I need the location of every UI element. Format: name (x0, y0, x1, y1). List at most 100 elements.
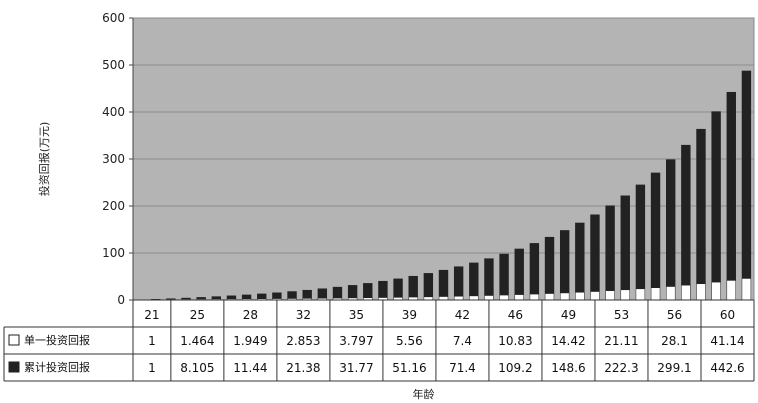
bar-cumulative-return (635, 184, 646, 300)
table-cell-value: 5.56 (396, 334, 423, 348)
bar-cumulative-return (272, 292, 282, 300)
table-cell-value: 31.77 (339, 361, 373, 375)
bar-single-return (363, 298, 372, 300)
bar-cumulative-return (453, 266, 464, 300)
table-cell-value: 11.44 (233, 361, 267, 375)
y-tick-label: 0 (117, 293, 125, 307)
legend-label: 单一投资回报 (24, 333, 90, 347)
y-tick-label: 500 (102, 58, 125, 72)
legend-swatch (8, 361, 20, 373)
bar-single-return (484, 295, 494, 300)
x-tick-label: 21 (144, 308, 159, 322)
y-tick-label: 100 (102, 246, 125, 260)
table-cell-value: 1.464 (180, 334, 214, 348)
table-cell-value: 28.1 (661, 334, 688, 348)
legend-swatch (8, 334, 20, 346)
x-tick-label: 39 (402, 308, 417, 322)
bar-single-return (454, 296, 463, 300)
table-cell-value: 2.853 (286, 334, 320, 348)
bar-single-return (621, 290, 630, 300)
bar-single-return (439, 296, 448, 300)
bar-single-return (530, 294, 539, 300)
bar-single-return (272, 298, 282, 300)
bar-cumulative-return (347, 285, 358, 300)
table-cell-value: 7.4 (453, 334, 472, 348)
bar-cumulative-return (741, 70, 752, 300)
bar-cumulative-return (529, 243, 540, 300)
table-cell-value: 10.83 (498, 334, 532, 348)
bar-cumulative-return (393, 278, 403, 300)
bar-single-return (560, 293, 569, 300)
bar-cumulative-return (166, 298, 176, 300)
bar-single-return (378, 297, 388, 300)
bar-cumulative-return (590, 214, 600, 300)
x-tick-label: 28 (243, 308, 258, 322)
bar-single-return (318, 298, 327, 300)
bar-single-return (711, 282, 721, 300)
bar-cumulative-return (681, 144, 691, 300)
table-cell-value: 299.1 (657, 361, 691, 375)
bar-single-return (469, 296, 478, 300)
bar-cumulative-return (423, 273, 434, 300)
bar-cumulative-return (726, 91, 736, 300)
bar-cumulative-return (711, 111, 721, 300)
bar-single-return (515, 294, 524, 300)
bar-single-return (409, 297, 418, 300)
bar-cumulative-return (211, 296, 222, 300)
bar-single-return (742, 278, 751, 300)
bar-cumulative-return (559, 230, 570, 300)
bar-cumulative-return (665, 159, 676, 300)
bar-single-return (666, 286, 675, 300)
bar-cumulative-return (378, 280, 388, 300)
table-cell-value: 109.2 (498, 361, 532, 375)
table-cell-value: 442.6 (710, 361, 744, 375)
table-cell-value: 148.6 (551, 361, 585, 375)
bar-cumulative-return (575, 222, 585, 300)
y-tick-label: 200 (102, 199, 125, 213)
bar-single-return (651, 287, 660, 300)
bar-single-return (727, 280, 736, 300)
bar-cumulative-return (696, 128, 706, 300)
bar-single-return (287, 298, 297, 300)
bar-single-return (575, 292, 585, 300)
table-cell-value: 51.16 (392, 361, 426, 375)
bar-cumulative-return (363, 283, 373, 300)
x-tick-label: 42 (455, 308, 470, 322)
bar-cumulative-return (469, 262, 479, 300)
table-cell-value: 1 (148, 334, 156, 348)
x-tick-label: 56 (667, 308, 682, 322)
table-cell-value: 21.11 (604, 334, 638, 348)
table-cell-value: 3.797 (339, 334, 373, 348)
bar-cumulative-return (499, 253, 509, 300)
bar-cumulative-return (484, 258, 494, 300)
legend-label: 累计投资回报 (24, 360, 90, 374)
bar-single-return (257, 298, 266, 300)
bar-cumulative-return (438, 269, 449, 300)
bar-cumulative-return (287, 291, 297, 300)
data-table: 21 25 28 32 35 39 42 46 49 53 56 60 单一投资回报 1 1.464 1.94… (3, 299, 755, 382)
table-cell-value: 1.949 (233, 334, 267, 348)
bar-cumulative-return (181, 297, 191, 300)
x-tick-label: 25 (190, 308, 205, 322)
bar-cumulative-return (514, 248, 524, 300)
table-cell-value: 21.38 (286, 361, 320, 375)
y-tick-label: 600 (102, 11, 125, 25)
bar-single-return (590, 291, 600, 300)
x-tick-label: 32 (296, 308, 311, 322)
y-axis: 0 100 200 300 400 500 600 (102, 11, 134, 307)
bar-single-return (696, 284, 706, 300)
bar-cumulative-return (544, 236, 555, 300)
x-tick-label: 46 (508, 308, 523, 322)
table-cell-value: 71.4 (449, 361, 476, 375)
table-cell-value: 8.105 (180, 361, 214, 375)
y-tick-label: 400 (102, 105, 125, 119)
x-tick-label: 60 (720, 308, 735, 322)
bar-cumulative-return (257, 293, 267, 300)
x-axis-title: 年龄 (413, 387, 435, 401)
gridlines (133, 17, 754, 254)
bar-single-return (499, 295, 509, 300)
bar-single-return (681, 285, 691, 300)
bar-cumulative-return (620, 195, 630, 300)
